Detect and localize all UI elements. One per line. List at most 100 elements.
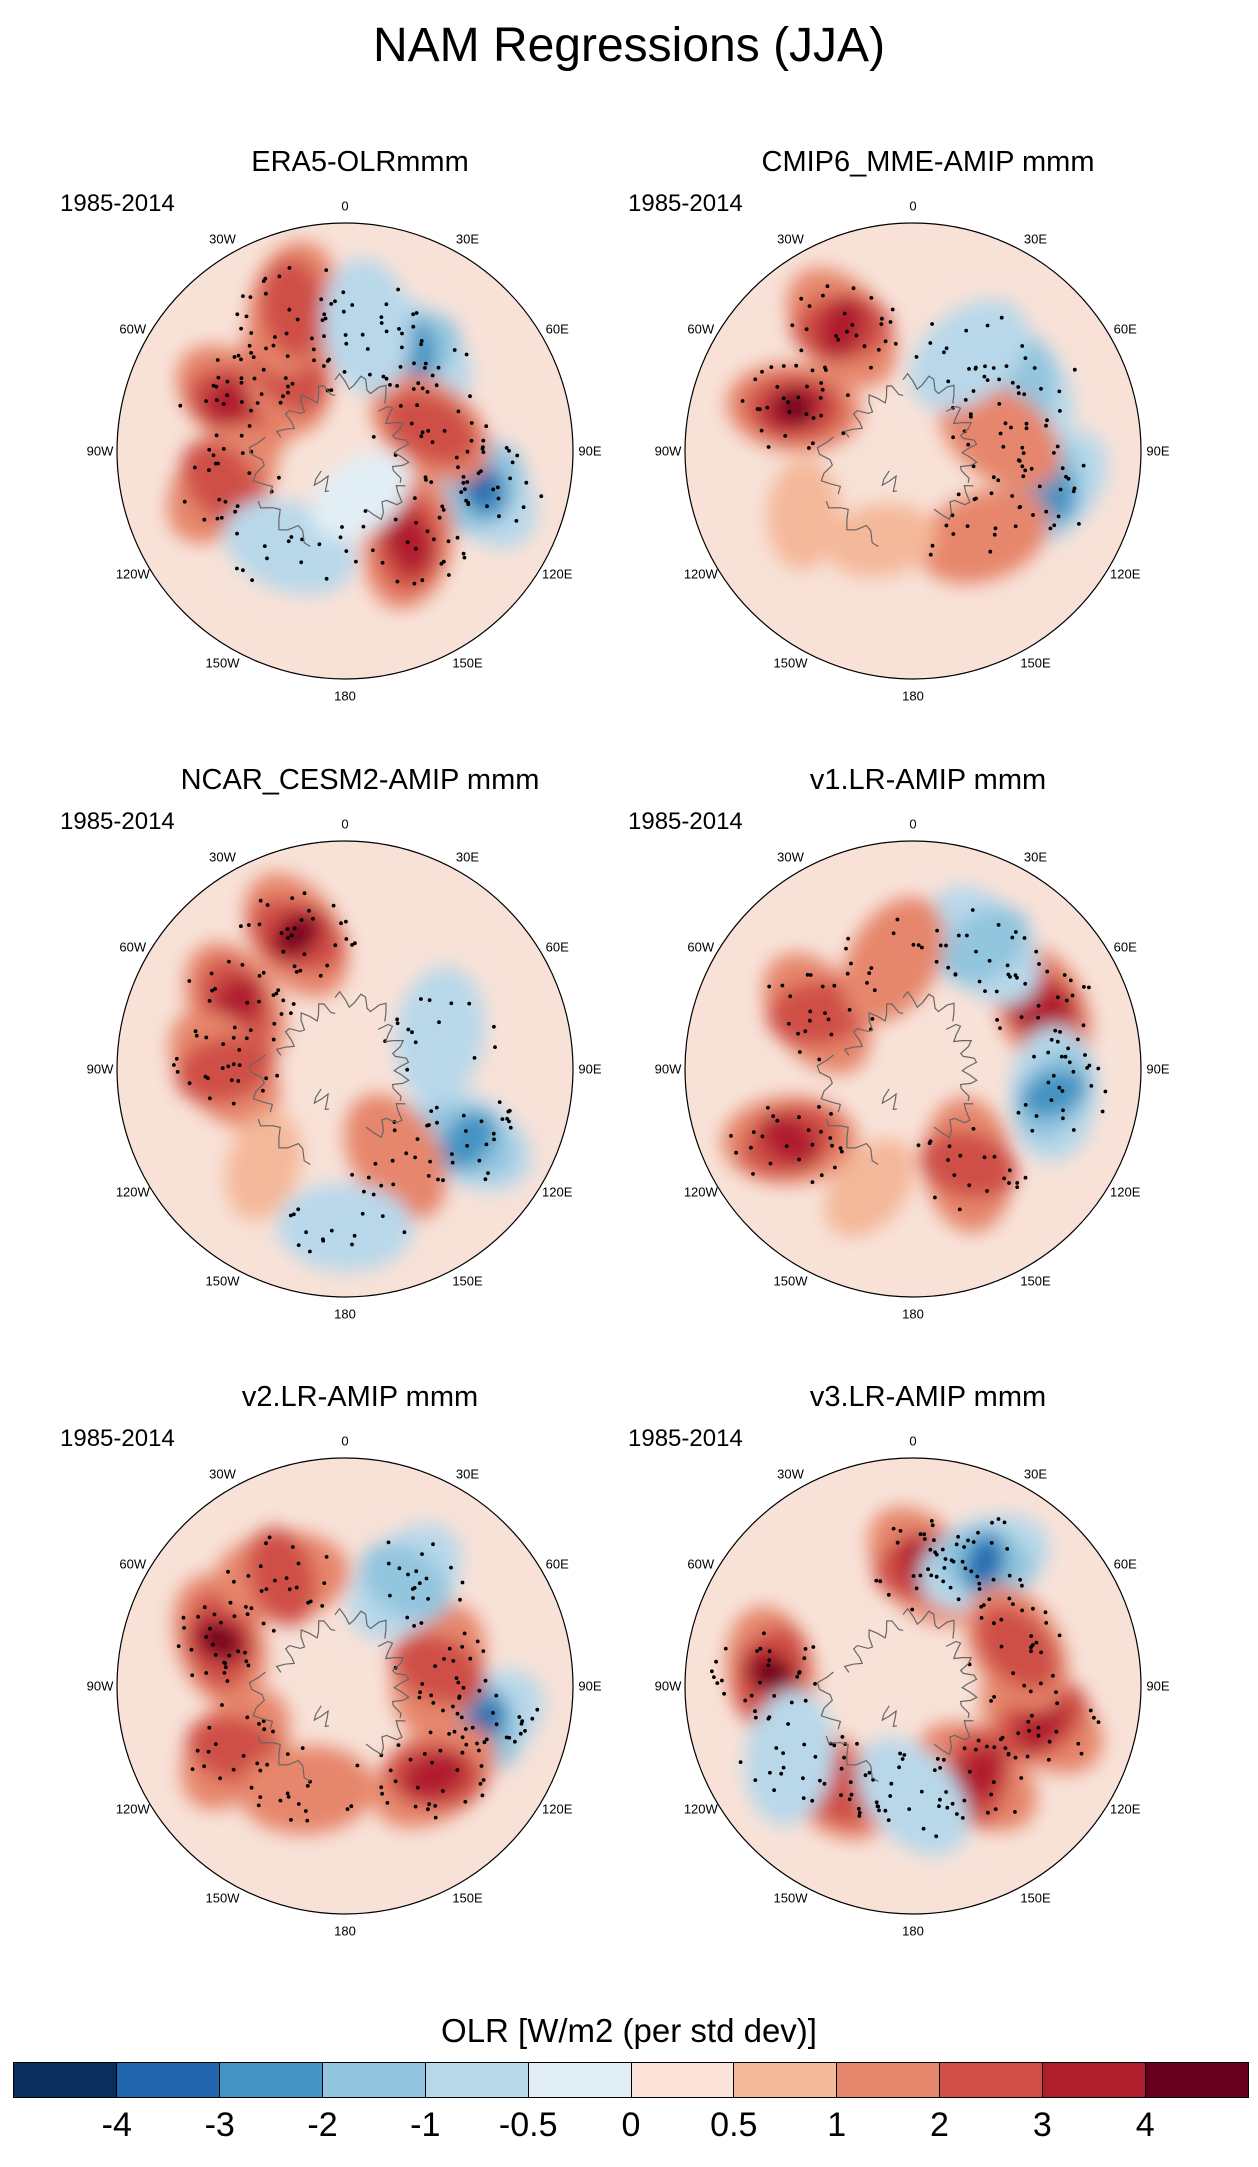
significance-dot [849, 1792, 854, 1797]
longitude-label: 30E [455, 1466, 480, 1482]
significance-dot [944, 943, 948, 948]
significance-dot [244, 1659, 249, 1664]
significance-dot [1020, 1608, 1024, 1613]
significance-dot [235, 504, 240, 508]
significance-dot [1044, 423, 1048, 428]
coastline [843, 385, 904, 438]
longitude-label: 30E [1023, 849, 1048, 865]
significance-dot [539, 494, 544, 499]
significance-dot [461, 475, 466, 479]
significance-dot [219, 1620, 223, 1625]
significance-dot [419, 997, 423, 1001]
significance-dot [749, 1693, 754, 1698]
significance-dot [810, 1798, 815, 1803]
colorbar-tick-label: 3 [1032, 2106, 1052, 2144]
significance-dot [760, 369, 764, 374]
significance-dot [455, 1768, 460, 1772]
significance-dot [888, 1794, 893, 1798]
significance-dot [971, 464, 976, 469]
coastline [933, 484, 974, 521]
significance-dot [404, 1151, 409, 1156]
significance-dot [241, 1754, 246, 1758]
significance-dot [218, 1776, 223, 1781]
significance-dot [492, 1137, 496, 1142]
significance-dot [962, 1746, 967, 1751]
significance-dot [911, 942, 916, 947]
significance-dot [938, 1766, 942, 1770]
significance-dot [496, 496, 501, 501]
significance-dot [751, 1172, 755, 1176]
significance-dot [249, 1606, 254, 1611]
significance-dot [1017, 505, 1022, 510]
significance-dot [352, 1233, 357, 1238]
significance-dot [942, 350, 946, 355]
significance-dot [1059, 1054, 1064, 1059]
longitude-label: 120E [542, 1184, 573, 1199]
significance-dot [187, 1081, 192, 1086]
significance-dot [258, 898, 263, 903]
longitude-label: 0 [341, 1433, 349, 1449]
significance-dot [425, 529, 430, 534]
significance-dot [951, 435, 955, 440]
significance-dot [460, 1750, 465, 1755]
significance-dot [456, 465, 460, 470]
significance-dot [874, 1800, 879, 1805]
significance-dot [875, 1804, 880, 1809]
significance-dot [405, 1067, 410, 1072]
panel-period: 1985-2014 [60, 190, 175, 217]
significance-dot [1020, 445, 1025, 450]
significance-dot [206, 1749, 211, 1754]
significance-dot [798, 1050, 802, 1054]
significance-dot [257, 1722, 261, 1726]
significance-dot [365, 347, 370, 351]
significance-dot [202, 1605, 207, 1610]
significance-dot [514, 519, 519, 523]
significance-dot [422, 1752, 427, 1756]
significance-dot [933, 1195, 937, 1200]
significance-dot [207, 447, 212, 452]
significance-dot [289, 933, 294, 938]
significance-dot [189, 1647, 194, 1652]
significance-dot [368, 372, 372, 377]
significance-dot [226, 1064, 231, 1069]
significance-dot [883, 1808, 888, 1813]
significance-dot [1087, 1063, 1092, 1068]
polar-map [116, 1457, 574, 1915]
significance-dot [204, 1035, 209, 1040]
significance-dot [772, 1788, 776, 1793]
contour-fill [776, 391, 812, 424]
longitude-label: 180 [334, 1923, 356, 1939]
significance-dot [302, 891, 307, 896]
significance-dot [207, 1725, 212, 1730]
significance-dot [379, 1785, 384, 1790]
significance-dot [411, 1596, 415, 1600]
significance-dot [813, 1754, 818, 1759]
significance-dot [929, 1573, 934, 1578]
significance-dot [956, 492, 961, 497]
significance-dot [286, 539, 291, 544]
significance-dot [779, 1771, 784, 1776]
significance-dot [416, 381, 421, 386]
map-boundary [116, 222, 574, 680]
significance-dot [441, 1178, 445, 1183]
significance-dot [429, 480, 434, 484]
significance-dot [410, 1030, 414, 1035]
significance-dot [997, 402, 1002, 406]
significance-dot [339, 921, 343, 926]
significance-dot [285, 1752, 290, 1756]
contour-fill [225, 1111, 302, 1221]
longitude-label: 120E [1110, 566, 1141, 581]
significance-dot [921, 1826, 926, 1831]
significance-dot [256, 1803, 261, 1808]
significance-dot [950, 1801, 955, 1806]
significance-dot [196, 1614, 201, 1619]
significance-dot [460, 1645, 465, 1649]
significance-dot [989, 1792, 994, 1797]
significance-dot [283, 376, 288, 380]
significance-dot [239, 376, 244, 380]
longitude-label: 90E [1146, 1678, 1170, 1694]
significance-dot [819, 1129, 823, 1134]
significance-dot [517, 1715, 522, 1719]
significance-dot [1076, 1741, 1081, 1746]
significance-dot [227, 1653, 232, 1658]
